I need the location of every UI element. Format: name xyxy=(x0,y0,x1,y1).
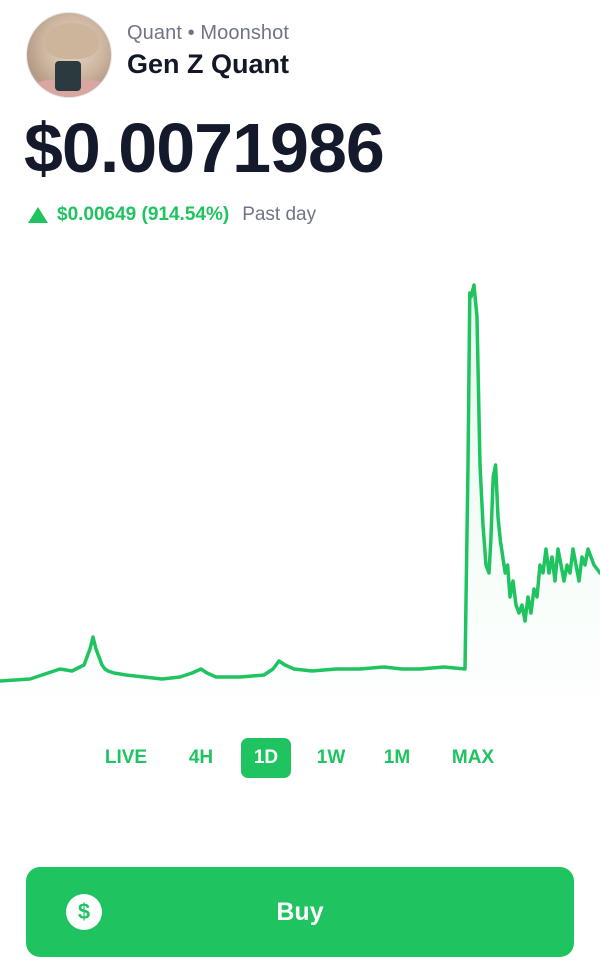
timeframe-tabs: LIVE 4H 1D 1W 1M MAX xyxy=(0,738,600,778)
tab-1d[interactable]: 1D xyxy=(241,738,291,778)
chart-series-line xyxy=(0,283,600,683)
token-name: Gen Z Quant xyxy=(127,49,289,79)
price-change-value: $0.00649 (914.54%) xyxy=(57,204,230,225)
avatar-phone xyxy=(55,61,81,91)
header: Quant • Moonshot Gen Z Quant xyxy=(26,12,289,98)
dollar-sign-icon: $ xyxy=(66,894,102,930)
header-text: Quant • Moonshot Gen Z Quant xyxy=(127,22,289,80)
token-price: $0.0071986 xyxy=(24,109,385,187)
buy-button[interactable]: $ Buy xyxy=(26,867,574,957)
tab-1m[interactable]: 1M xyxy=(383,747,411,768)
tab-live[interactable]: LIVE xyxy=(104,747,148,768)
tab-1w[interactable]: 1W xyxy=(316,747,346,768)
price-chart[interactable] xyxy=(0,255,600,725)
chart-area-fill xyxy=(0,285,600,725)
triangle-up-icon xyxy=(28,207,48,223)
tab-4h[interactable]: 4H xyxy=(188,747,214,768)
tab-max[interactable]: MAX xyxy=(451,747,495,768)
avatar[interactable] xyxy=(26,12,112,98)
avatar-hair xyxy=(45,23,99,59)
price-change-row: $0.00649 (914.54%) Past day xyxy=(28,204,316,226)
price-change-period: Past day xyxy=(242,204,317,225)
buy-label: Buy xyxy=(276,897,324,926)
token-category: Quant • Moonshot xyxy=(127,22,290,44)
